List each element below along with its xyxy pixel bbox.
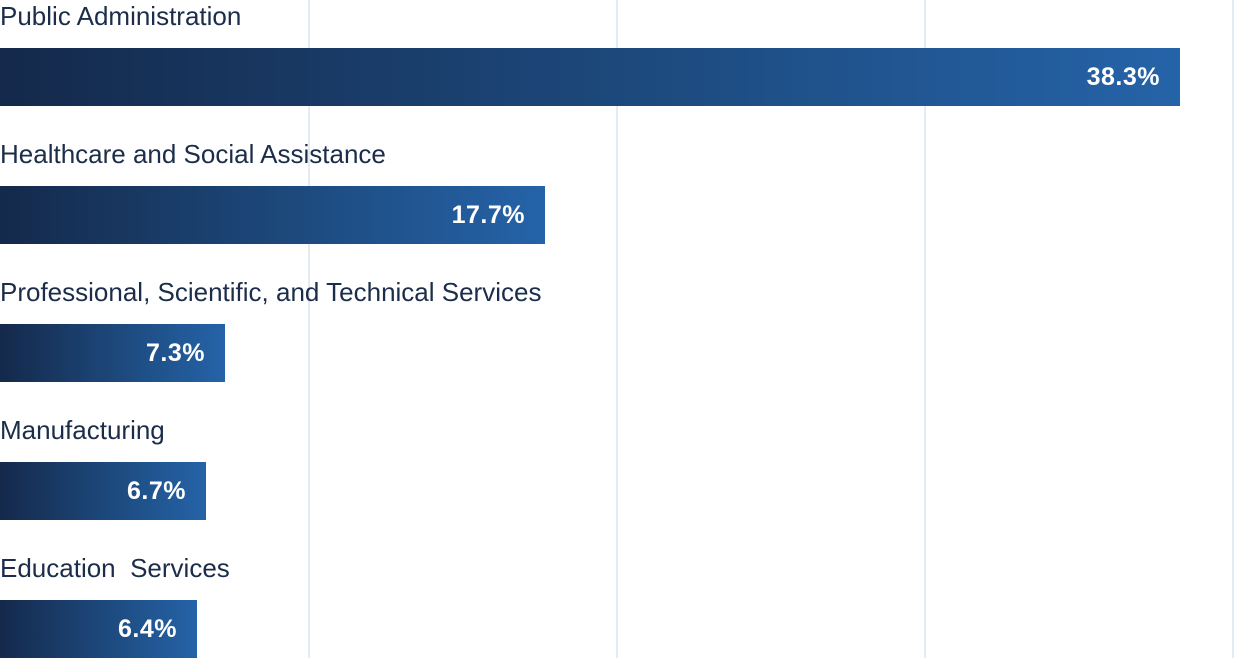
category-label: Healthcare and Social Assistance <box>0 139 386 169</box>
bar-value-label: 6.4% <box>118 615 177 643</box>
bar: 38.3% <box>0 48 1180 106</box>
gridline <box>308 0 310 658</box>
category-label: Education Services <box>0 553 230 583</box>
bar: 6.4% <box>0 600 197 658</box>
bar: 6.7% <box>0 462 206 520</box>
bar-value-label: 7.3% <box>146 339 205 367</box>
bar-value-label: 38.3% <box>1086 63 1160 91</box>
category-label: Public Administration <box>0 1 242 31</box>
bar: 17.7% <box>0 186 545 244</box>
bar-value-label: 6.7% <box>127 477 186 505</box>
category-label: Manufacturing <box>0 415 165 445</box>
gridline <box>616 0 618 658</box>
category-label: Professional, Scientific, and Technical … <box>0 277 542 307</box>
bar: 7.3% <box>0 324 225 382</box>
gridline <box>924 0 926 658</box>
gridline <box>1232 0 1234 658</box>
bar-value-label: 17.7% <box>451 201 525 229</box>
